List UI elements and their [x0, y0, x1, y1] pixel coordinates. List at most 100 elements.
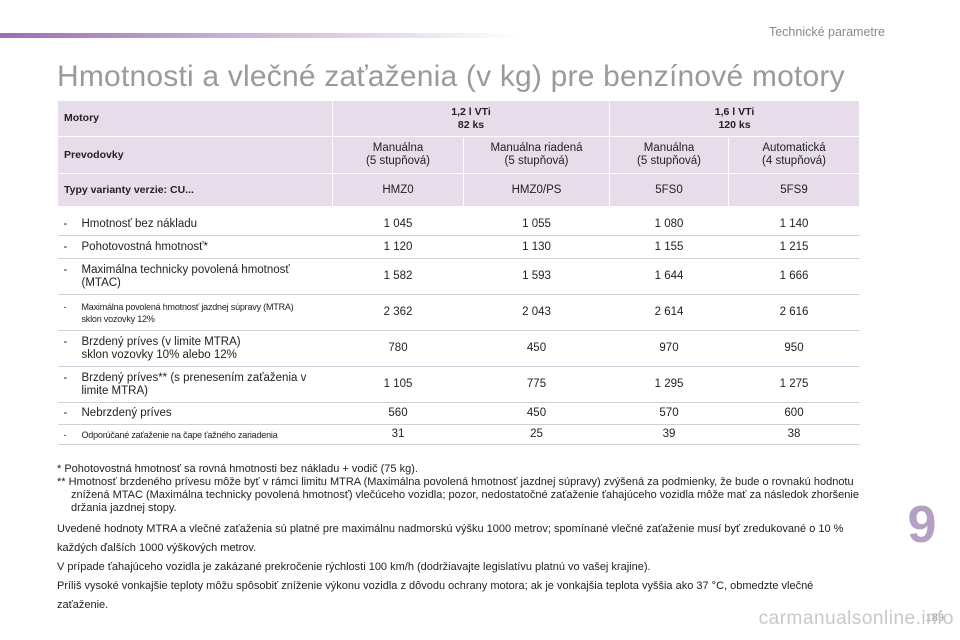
variant-code: 5FS9 [728, 173, 860, 207]
table-row: - Pohotovostná hmotnosť* 1 120 1 130 1 15… [57, 235, 860, 259]
notes-section: * Pohotovostná hmotnosť sa rovná hmotnos… [57, 463, 859, 615]
table-cell: 950 [728, 330, 860, 367]
gearbox-type: Manuálna [372, 142, 424, 154]
table-cell: 38 [728, 424, 860, 445]
row-label: - Brzdený príves** (s prenesením zaťaženi… [57, 366, 333, 403]
table-cell: 450 [463, 402, 610, 425]
row-label-text: Pohotovostná hmotnosť* [81, 240, 208, 253]
table-cell: 570 [609, 402, 729, 425]
table-cell: 2 616 [728, 294, 860, 331]
table-cell: 450 [463, 330, 610, 367]
table-cell: 1 045 [332, 213, 464, 236]
engines-label: Motory [57, 100, 333, 137]
table-cell: 1 593 [463, 258, 610, 295]
row-label: - Nebrzdený príves [57, 402, 333, 425]
table-row: - Brzdený príves** (s prenesením zaťaženi… [57, 366, 860, 403]
gearbox-header-row: Prevodovky Manuálna (5 stupňová) Manuálna… [57, 136, 860, 174]
engine-1-header: 1,2 l VTi 82 ks [332, 100, 610, 137]
row-label-subtext: (MTAC) [81, 276, 121, 289]
table-row: - Maximálna technicky povolená hmotnosť (M… [57, 258, 860, 295]
table-cell: 1 120 [332, 235, 464, 259]
table-cell: 1 105 [332, 366, 464, 403]
variant-code: HMZ0 [332, 173, 464, 207]
table-cell: 1 055 [463, 213, 610, 236]
variant-code: HMZ0/PS [463, 173, 610, 207]
row-label-text: Maximálna povolená hmotnosť jazdnej súpr… [81, 301, 294, 312]
gearbox-cell: Automatická (4 stupňová) [728, 136, 860, 174]
row-label: - Hmotnosť bez nákladu [57, 213, 333, 236]
gearbox-type: Manuálna [643, 142, 695, 154]
row-label-subtext: limite MTRA) [81, 384, 148, 397]
table-cell: 560 [332, 402, 464, 425]
table-cell: 780 [332, 330, 464, 367]
table-cell: 1 582 [332, 258, 464, 295]
engine-2-name: 1,6 l VTi [714, 105, 755, 118]
table-row: - Brzdený príves (v limite MTRA) sklon voz… [57, 330, 860, 367]
gearbox-speeds: (5 stupňová) [366, 155, 430, 167]
gearbox-type: Manuálna riadená [490, 142, 583, 154]
table-cell: 1 080 [609, 213, 729, 236]
row-label-text: Brzdený príves** (s prenesením zaťaženia… [81, 371, 307, 384]
row-label-text: Brzdený príves (v limite MTRA) [81, 335, 241, 348]
table-cell: 775 [463, 366, 610, 403]
table-cell: 1 275 [728, 366, 860, 403]
chapter-number: 9 [907, 496, 937, 554]
table-cell: 2 614 [609, 294, 729, 331]
table-cell: 1 295 [609, 366, 729, 403]
header-accent-bar [0, 33, 520, 38]
variants-header-row: Typy varianty verzie: CU... HMZ0 HMZ0/PS… [57, 173, 860, 207]
row-label: - Brzdený príves (v limite MTRA) sklon voz… [57, 330, 333, 367]
variant-code: 5FS0 [609, 173, 729, 207]
gearbox-speeds: (5 stupňová) [637, 155, 701, 167]
gearbox-cell: Manuálna (5 stupňová) [332, 136, 464, 174]
page-number: 189 [925, 612, 944, 624]
table-cell: 2 362 [332, 294, 464, 331]
engines-header-row: Motory 1,2 l VTi 82 ks 1,6 l VTi 120 ks [57, 100, 860, 137]
engine-2-power: 120 ks [718, 118, 751, 131]
gearbox-speeds: (5 stupňová) [504, 155, 569, 167]
table-cell: 1 130 [463, 235, 610, 259]
gearbox-cell: Manuálna (5 stupňová) [609, 136, 729, 174]
weights-table: Motory 1,2 l VTi 82 ks 1,6 l VTi 120 ks … [57, 100, 860, 445]
row-label-text: Odporúčané zaťaženie na čape ťažného zar… [81, 429, 278, 440]
table-cell: 970 [609, 330, 729, 367]
table-cell: 1 155 [609, 235, 729, 259]
variants-label: Typy varianty verzie: CU... [57, 173, 333, 207]
gearbox-speeds: (4 stupňová) [762, 155, 826, 167]
table-row: - Odporúčané zaťaženie na čape ťažného za… [57, 424, 860, 445]
row-label: - Pohotovostná hmotnosť* [57, 235, 333, 259]
table-cell: 39 [609, 424, 729, 445]
gearbox-cell: Manuálna riadená (5 stupňová) [463, 136, 610, 174]
table-cell: 1 140 [728, 213, 860, 236]
engine-2-header: 1,6 l VTi 120 ks [609, 100, 860, 137]
table-cell: 1 666 [728, 258, 860, 295]
table-cell: 600 [728, 402, 860, 425]
footnote-1: * Pohotovostná hmotnosť sa rovná hmotnos… [57, 463, 418, 475]
table-row: - Maximálna povolená hmotnosť jazdnej súp… [57, 294, 860, 331]
row-label: - Odporúčané zaťaženie na čape ťažného za… [57, 424, 333, 445]
paragraph-temperature: Príliš vysoké vonkajšie teploty môžu spô… [57, 580, 814, 611]
gearbox-label: Prevodovky [57, 136, 333, 174]
row-label-text: Hmotnosť bez nákladu [81, 218, 198, 230]
row-label-text: Maximálna technicky povolená hmotnosť [81, 263, 290, 276]
row-label: - Maximálna povolená hmotnosť jazdnej súp… [57, 294, 333, 331]
engine-1-name: 1,2 l VTi [451, 105, 491, 118]
table-cell: 2 043 [463, 294, 610, 331]
page-title: Hmotnosti a vlečné zaťaženia (v kg) pre … [57, 60, 845, 93]
row-label: - Maximálna technicky povolená hmotnosť (M… [57, 258, 333, 295]
paragraph-speed: V prípade ťahajúceho vozidla je zakázané… [57, 561, 651, 573]
row-label-text: Nebrzdený príves [81, 407, 172, 419]
table-cell: 25 [463, 424, 610, 445]
paragraph-altitude: Uvedené hodnoty MTRA a vlečné zaťaženia … [57, 523, 844, 554]
table-row: - Hmotnosť bez nákladu 1 045 1 055 1 080 … [57, 213, 860, 236]
table-row: - Nebrzdený príves 560 450 570 600 [57, 402, 860, 425]
row-label-subtext: sklon vozovky 12% [81, 313, 155, 324]
table-cell: 1 215 [728, 235, 860, 259]
row-label-subtext: sklon vozovky 10% alebo 12% [81, 348, 237, 361]
footnote-2: ** Hmotnosť brzdeného prívesu môže byť v… [57, 476, 859, 514]
gearbox-type: Automatická [762, 142, 826, 154]
section-title: Technické parametre [768, 25, 885, 39]
table-spacer [57, 206, 860, 214]
watermark: carmanualsonline.info [758, 608, 954, 629]
engine-1-power: 82 ks [457, 118, 485, 131]
